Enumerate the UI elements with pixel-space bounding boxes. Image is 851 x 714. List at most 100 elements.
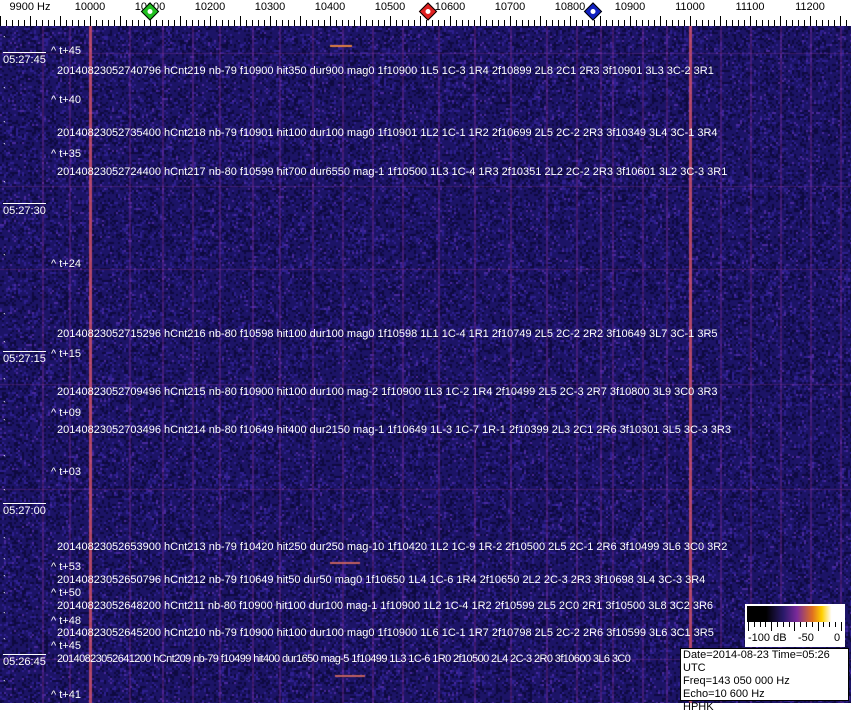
axis-tick (366, 20, 367, 26)
axis-tick (294, 20, 295, 26)
time-tick-mark: ` (3, 340, 6, 350)
axis-tick (570, 16, 571, 26)
time-label: 05:26:45 (3, 654, 46, 668)
axis-tick (156, 20, 157, 26)
axis-tick (474, 20, 475, 26)
event-marker-label: ^ t+45 (51, 640, 81, 652)
axis-tick (426, 20, 427, 26)
time-tick-mark: ` (3, 86, 6, 96)
axis-tick (648, 20, 649, 26)
axis-tick (276, 20, 277, 26)
axis-tick-label: 11000 (675, 1, 705, 13)
axis-tick (306, 20, 307, 26)
axis-tick (816, 20, 817, 26)
axis-tick (534, 20, 535, 26)
axis-tick (84, 20, 85, 26)
time-tick-mark: ` (3, 557, 6, 567)
axis-tick (786, 20, 787, 26)
axis-tick (726, 20, 727, 26)
axis-tick (744, 20, 745, 26)
axis-tick (594, 20, 595, 26)
axis-tick-label: 10200 (194, 1, 226, 13)
axis-tick (54, 20, 55, 26)
time-tick-mark: ` (3, 637, 6, 647)
axis-tick (258, 20, 259, 26)
colorbar-tick (765, 622, 767, 627)
axis-tick (246, 20, 247, 26)
axis-tick (12, 20, 13, 26)
axis-unit-label: 9900 Hz (9, 1, 51, 13)
detection-log-line: 20140823052740796 hCnt219 nb-79 f10900 h… (57, 65, 714, 77)
axis-tick (204, 20, 205, 26)
axis-tick (282, 20, 283, 26)
time-tick-mark: ` (3, 591, 6, 601)
axis-tick (696, 20, 697, 26)
axis-tick (60, 16, 61, 26)
axis-tick (114, 20, 115, 26)
axis-tick (168, 20, 169, 26)
axis-tick (72, 20, 73, 26)
axis-tick (714, 20, 715, 26)
waterfall-display[interactable]: 05:27:45 05:27:30 05:27:15 05:27:00 05:26:45… (0, 26, 851, 703)
spectrogram-canvas (0, 26, 851, 703)
colorbar-tick (817, 622, 819, 631)
axis-tick (264, 20, 265, 26)
axis-tick (180, 16, 181, 26)
axis-tick (252, 20, 253, 26)
time-tick-mark: ` (3, 418, 6, 428)
axis-tick (90, 16, 91, 26)
axis-tick (612, 20, 613, 26)
axis-tick (546, 20, 547, 26)
time-tick-mark: ` (3, 253, 6, 263)
time-tick-mark: ` (3, 679, 6, 689)
axis-tick (432, 20, 433, 26)
axis-tick (600, 16, 601, 26)
axis-tick (606, 20, 607, 26)
axis-tick (324, 20, 325, 26)
axis-tick-label: 10300 (254, 1, 286, 13)
axis-tick-label: 11100 (735, 1, 765, 13)
axis-tick (756, 20, 757, 26)
detection-log-line: 20140823052709496 hCnt215 nb-80 f10900 h… (57, 386, 718, 398)
info-box: Date=2014-08-23 Time=05:26 UTC Freq=143 … (680, 648, 849, 713)
axis-tick (480, 16, 481, 26)
axis-tick (198, 20, 199, 26)
axis-tick-label: 11200 (795, 1, 825, 13)
axis-tick (582, 20, 583, 26)
axis-tick (516, 20, 517, 26)
axis-tick (798, 20, 799, 26)
detection-log-line: 20140823052715296 hCnt216 nb-80 f10598 h… (57, 328, 718, 340)
colorbar-tick (748, 622, 749, 631)
axis-tick (144, 20, 145, 26)
event-marker-label: ^ t+35 (51, 148, 81, 160)
axis-tick (372, 20, 373, 26)
axis-tick (390, 16, 391, 26)
axis-tick (540, 16, 541, 26)
axis-tick-label: 10500 (374, 1, 406, 13)
time-tick-mark: ` (3, 400, 6, 410)
colorbar-label-mid: -50 (798, 632, 814, 644)
event-marker-label: ^ t+41 (51, 689, 81, 701)
axis-tick (624, 20, 625, 26)
axis-tick (300, 16, 301, 26)
detection-log-line: 20140823052653900 hCnt213 nb-79 f10420 h… (57, 541, 728, 553)
axis-tick (846, 20, 847, 26)
axis-tick-label: 10000 (74, 1, 106, 13)
axis-tick (504, 20, 505, 26)
info-freq: Freq=143 050 000 Hz (683, 675, 790, 687)
axis-tick (210, 16, 211, 26)
axis-tick (102, 20, 103, 26)
axis-tick (660, 16, 661, 26)
event-marker-label: ^ t+48 (51, 615, 81, 627)
time-tick-mark: ` (3, 120, 6, 130)
axis-tick (558, 20, 559, 26)
axis-tick (402, 20, 403, 26)
axis-tick (36, 20, 37, 26)
axis-tick (708, 20, 709, 26)
colorbar-tick (759, 622, 761, 627)
axis-tick-label: 10400 (314, 1, 346, 13)
axis-tick (132, 20, 133, 26)
axis-tick (498, 20, 499, 26)
axis-tick-label: 10800 (554, 1, 586, 13)
colorbar-tick (829, 622, 831, 627)
